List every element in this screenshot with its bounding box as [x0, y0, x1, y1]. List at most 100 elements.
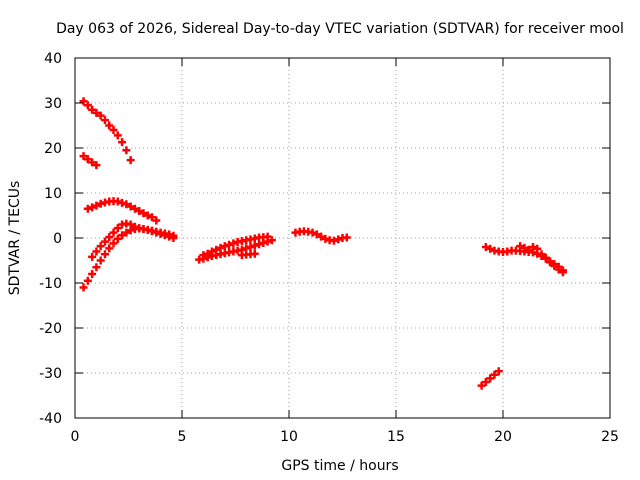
data-point-arc-1-9	[118, 138, 127, 147]
y-tick-label-1: -30	[39, 366, 62, 382]
grid-layer	[75, 58, 610, 418]
data-point-arc-4-7	[109, 239, 118, 248]
data-point-arc-12-7	[546, 258, 555, 267]
data-point-arc-5-4	[105, 233, 114, 242]
data-point-arc-1-4	[96, 111, 105, 120]
data-point-arc-10-0	[477, 381, 486, 390]
data-point-arc-5-14	[148, 227, 157, 236]
data-point-arc-3-12	[135, 207, 144, 215]
data-point-arc-5-3	[100, 237, 109, 246]
data-point-arc-12-5	[537, 250, 546, 259]
data-point-arc-1-2	[88, 105, 97, 114]
data-point-arc-4-5	[100, 250, 109, 259]
data-point-arc-7-5	[220, 242, 229, 251]
data-point-arc-12-2	[524, 245, 533, 254]
data-point-arc-4-3	[92, 263, 101, 272]
data-point-arc-5-18	[165, 232, 174, 241]
data-point-arc-9-5	[312, 230, 321, 239]
data-point-arc-11-0	[481, 243, 490, 251]
y-tick-label-5: 10	[44, 186, 62, 202]
data-point-arc-1-5	[100, 116, 109, 125]
data-point-arc-10-1	[481, 378, 490, 386]
data-point-arc-7-4	[216, 243, 225, 252]
x-tick-label-5: 25	[601, 429, 619, 445]
data-point-arc-12-6	[541, 253, 550, 262]
data-point-arc-2-2	[88, 158, 97, 167]
data-point-arc-6-17	[267, 236, 276, 245]
data-point-arc-3-16	[152, 216, 161, 225]
data-point-arc-4-6	[105, 244, 114, 253]
series-arc-7	[199, 232, 272, 260]
data-point-arc-7-2	[207, 247, 216, 256]
series-arc-2	[79, 152, 101, 170]
y-tick-label-6: 20	[44, 141, 62, 157]
data-point-arc-4-9	[118, 231, 127, 240]
data-point-arc-1-6	[105, 121, 114, 130]
data-point-arc-4-4	[96, 256, 105, 265]
data-point-arc-9-4	[308, 228, 317, 237]
data-point-arc-5-9	[126, 220, 135, 229]
data-point-arc-5-17	[160, 231, 169, 240]
data-point-arc-5-0	[88, 252, 97, 261]
data-point-arc-12-10	[558, 268, 567, 277]
tick-layer: 0 5 10 15 20 25 -40 -30 -20 -10 0 10 20 30 40	[39, 51, 619, 445]
data-point-arc-3-3	[96, 199, 105, 208]
data-point-arc-3-1	[88, 203, 97, 212]
data-point-arc-1-7	[109, 126, 118, 134]
y-axis-label: SDTVAR / TECUs	[7, 181, 23, 296]
data-point-arc-2-0	[79, 152, 88, 161]
data-point-arc-12-0	[516, 242, 525, 251]
data-point-arc-12-9	[554, 265, 563, 274]
y-tick-label-8: 40	[44, 51, 62, 67]
y-tick-label-2: -20	[39, 321, 62, 337]
data-point-arc-3-10	[126, 202, 135, 211]
data-point-arc-9-12	[342, 233, 351, 242]
data-point-arc-9-10	[334, 235, 343, 244]
y-tick-label-4: 0	[53, 231, 62, 247]
data-point-arc-2-3	[92, 161, 101, 170]
data-point-arc-5-10	[130, 222, 139, 231]
data-point-arc-3-7	[113, 197, 122, 206]
data-point-arc-5-5	[109, 228, 118, 237]
data-point-arc-5-6	[113, 224, 122, 233]
series-arc-5	[88, 219, 178, 261]
data-point-arc-7-7	[229, 239, 238, 248]
x-tick-label-2: 10	[280, 429, 298, 445]
data-point-arc-5-16	[156, 229, 165, 238]
data-point-arc-1-0	[79, 97, 88, 106]
data-point-arc-7-1	[203, 249, 212, 258]
data-point-arc-8-3	[250, 249, 259, 258]
x-tick-label-3: 15	[387, 429, 405, 445]
data-point-arc-4-2	[88, 270, 97, 278]
data-point-arc-3-2	[92, 201, 101, 210]
data-point-arc-11-1	[486, 244, 495, 253]
data-point-arc-7-15	[263, 232, 272, 241]
series-arc-3	[83, 197, 161, 225]
data-point-arc-10-3	[490, 370, 499, 379]
data-point-arc-7-0	[199, 251, 208, 260]
x-axis-label: GPS time / hours	[281, 458, 398, 474]
data-point-arc-12-1	[520, 243, 529, 252]
data-point-arc-5-19	[169, 234, 178, 242]
data-point-arc-1-1	[83, 101, 92, 110]
data-point-arc-1-11	[126, 156, 135, 165]
x-tick-label-4: 20	[494, 429, 512, 445]
data-point-arc-1-10	[122, 146, 131, 155]
data-point-arc-3-13	[139, 209, 148, 218]
data-point-arc-12-8	[550, 261, 559, 270]
data-point-arc-4-1	[83, 276, 92, 285]
data-point-arc-2-1	[83, 155, 92, 164]
data-point-arc-5-1	[92, 247, 101, 256]
y-tick-label-3: -10	[39, 276, 62, 292]
chart-title: Day 063 of 2026, Sidereal Day-to-day VTE…	[56, 21, 624, 37]
data-point-arc-4-0	[79, 283, 88, 292]
data-point-arc-4-8	[113, 234, 122, 243]
data-layer	[79, 97, 567, 390]
data-point-arc-1-3	[92, 108, 101, 117]
data-point-arc-6-13	[250, 241, 259, 250]
series-arc-9	[291, 227, 351, 245]
x-tick-label-0: 0	[71, 429, 80, 445]
data-point-arc-5-15	[152, 228, 161, 237]
